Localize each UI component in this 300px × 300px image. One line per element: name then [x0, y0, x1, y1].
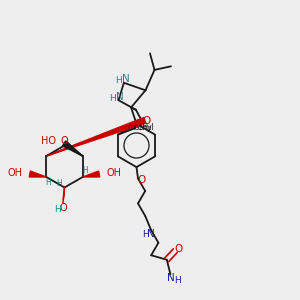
Text: H: H [174, 276, 180, 285]
Text: N: N [147, 229, 155, 239]
Text: O: O [142, 116, 151, 126]
Text: H: H [115, 76, 122, 85]
Text: H: H [54, 206, 61, 214]
Text: O: O [137, 175, 145, 185]
Text: O: O [61, 136, 68, 146]
Text: O: O [59, 203, 67, 213]
Text: H: H [45, 178, 51, 187]
Text: H: H [109, 94, 116, 103]
Polygon shape [62, 141, 83, 156]
Polygon shape [46, 118, 146, 156]
Text: OH: OH [107, 168, 122, 178]
Polygon shape [29, 171, 46, 177]
Text: H: H [56, 179, 62, 188]
Text: N: N [167, 273, 175, 283]
Polygon shape [83, 171, 100, 177]
Text: N: N [122, 74, 130, 84]
Text: N: N [116, 92, 124, 102]
Text: O: O [175, 244, 183, 254]
Text: OH: OH [7, 168, 22, 178]
Text: CH₃: CH₃ [137, 123, 152, 132]
Text: HO: HO [41, 136, 56, 146]
Text: H: H [142, 230, 148, 239]
Text: H: H [82, 166, 88, 175]
Text: methyl: methyl [127, 123, 154, 132]
